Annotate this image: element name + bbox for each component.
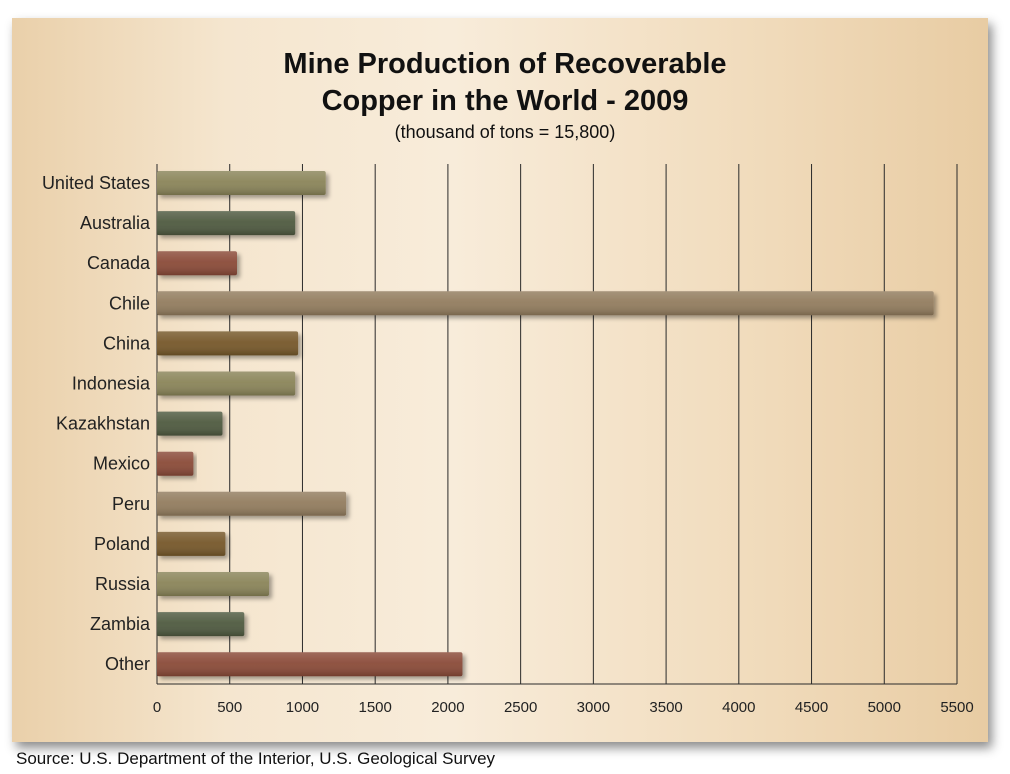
chart-subtitle: (thousand of tons = 15,800) bbox=[394, 122, 616, 142]
x-tick-label-3000: 3000 bbox=[577, 699, 610, 716]
x-tick-label-1500: 1500 bbox=[358, 699, 391, 716]
chart-title-line1: Mine Production of Recoverable bbox=[283, 48, 727, 80]
x-tick-label-500: 500 bbox=[217, 699, 242, 716]
bar-poland bbox=[157, 531, 226, 556]
category-label-russia: Russia bbox=[95, 574, 151, 594]
x-tick-label-0: 0 bbox=[153, 699, 161, 716]
x-tick-label-5500: 5500 bbox=[940, 699, 973, 716]
bar-other bbox=[157, 652, 463, 677]
bar-canada bbox=[157, 251, 237, 276]
bar-shade-other bbox=[157, 652, 463, 677]
bar-shade-australia bbox=[157, 211, 296, 236]
bar-shade-canada bbox=[157, 251, 237, 276]
category-label-kazakhstan: Kazakhstan bbox=[56, 414, 150, 434]
category-label-canada: Canada bbox=[87, 253, 151, 273]
category-label-other: Other bbox=[105, 654, 150, 674]
chart-title-line2: Copper in the World - 2009 bbox=[321, 85, 689, 117]
x-tick-label-4500: 4500 bbox=[795, 699, 828, 716]
bar-shade-mexico bbox=[157, 451, 194, 476]
bar-shade-indonesia bbox=[157, 371, 296, 396]
bar-australia bbox=[157, 211, 296, 236]
x-tick-label-5000: 5000 bbox=[868, 699, 901, 716]
bar-shade-united-states bbox=[157, 171, 326, 195]
category-label-indonesia: Indonesia bbox=[72, 374, 151, 394]
bar-shade-zambia bbox=[157, 612, 245, 637]
bar-shade-china bbox=[157, 331, 299, 356]
bar-shade-russia bbox=[157, 572, 269, 596]
bar-china bbox=[157, 331, 299, 356]
x-tick-label-3500: 3500 bbox=[649, 699, 682, 716]
bar-shade-peru bbox=[157, 491, 347, 516]
bar-zambia bbox=[157, 612, 245, 637]
category-label-zambia: Zambia bbox=[90, 614, 151, 634]
x-tick-label-2000: 2000 bbox=[431, 699, 464, 716]
category-label-australia: Australia bbox=[80, 213, 151, 233]
bar-indonesia bbox=[157, 371, 296, 396]
bar-mexico bbox=[157, 451, 194, 476]
bar-united-states bbox=[157, 171, 326, 195]
bar-shade-chile bbox=[157, 291, 934, 316]
bar-kazakhstan bbox=[157, 411, 223, 436]
x-tick-label-2500: 2500 bbox=[504, 699, 537, 716]
bar-shade-poland bbox=[157, 531, 226, 556]
x-tick-labels: 0 500 1000 1500 2000 2500 3000 3500 4000 4500 5000… bbox=[153, 699, 974, 716]
bar-peru bbox=[157, 491, 347, 516]
category-label-mexico: Mexico bbox=[93, 454, 150, 474]
source-note: Source: U.S. Department of the Interior,… bbox=[16, 749, 496, 768]
category-labels: United States Australia Canada Chile China In… bbox=[42, 173, 151, 674]
category-label-united-states: United States bbox=[42, 173, 150, 193]
category-label-chile: Chile bbox=[109, 293, 150, 313]
bars bbox=[157, 171, 934, 677]
x-tick-label-1000: 1000 bbox=[286, 699, 319, 716]
gridlines bbox=[156, 164, 958, 685]
bar-shade-kazakhstan bbox=[157, 411, 223, 436]
category-label-china: China bbox=[103, 333, 151, 353]
x-tick-label-4000: 4000 bbox=[722, 699, 755, 716]
bar-chile bbox=[157, 291, 934, 316]
category-label-peru: Peru bbox=[112, 494, 150, 514]
bar-russia bbox=[157, 572, 269, 596]
category-label-poland: Poland bbox=[94, 534, 150, 554]
